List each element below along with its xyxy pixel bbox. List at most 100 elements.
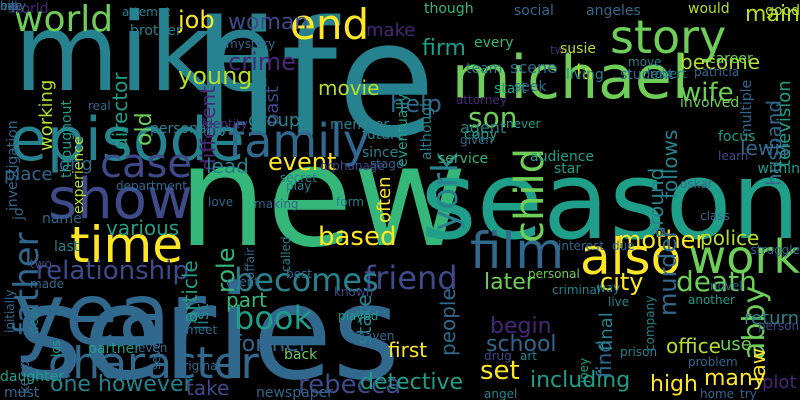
- cloud-word: audience: [530, 149, 595, 165]
- cloud-word: department: [116, 179, 187, 193]
- cloud-word: secret: [280, 171, 317, 185]
- cloud-word: city: [600, 268, 644, 296]
- cloud-word: long: [54, 154, 93, 175]
- cloud-word: family: [228, 114, 370, 168]
- cloud-word: jo: [11, 207, 27, 220]
- cloud-word: living: [566, 67, 604, 83]
- cloud-word: love: [208, 195, 234, 209]
- cloud-word: art: [520, 349, 537, 363]
- cloud-word: meet: [186, 323, 218, 337]
- cloud-word: one: [50, 372, 91, 397]
- cloud-word: personality: [150, 121, 229, 137]
- cloud-word: heaven: [350, 329, 395, 343]
- cloud-word: make: [366, 20, 416, 41]
- cloud-word: joey: [577, 357, 591, 383]
- cloud-word: son: [468, 101, 518, 134]
- cloud-word: various: [106, 216, 180, 240]
- cloud-word: often: [374, 176, 395, 223]
- cloud-word: woman: [228, 10, 309, 35]
- cloud-word: person: [758, 319, 800, 333]
- cloud-word: eventually: [395, 93, 411, 167]
- cloud-word: later: [484, 270, 535, 295]
- cloud-word: place: [4, 164, 53, 185]
- cloud-word: struggle: [750, 243, 800, 257]
- cloud-word: set: [480, 356, 520, 386]
- cloud-word: robert: [650, 67, 687, 81]
- cloud-word: including: [530, 368, 631, 393]
- cloud-word: drug: [484, 349, 512, 363]
- cloud-word: although: [419, 97, 435, 160]
- cloud-word: young: [178, 62, 253, 90]
- cloud-word: film: [470, 222, 565, 280]
- cloud-word: los: [49, 340, 63, 357]
- cloud-word: made: [30, 277, 65, 291]
- cloud-word: world: [10, 1, 49, 17]
- cloud-word: first: [388, 338, 428, 362]
- cloud-word: scene: [510, 58, 557, 77]
- cloud-word: la: [576, 60, 594, 84]
- cloud-word: move: [628, 55, 662, 69]
- cloud-word: police: [700, 226, 760, 250]
- cloud-word: service: [438, 151, 489, 167]
- cloud-word: season: [420, 139, 800, 264]
- cloud-word: former: [234, 332, 308, 357]
- cloud-word: played: [338, 309, 379, 323]
- cloud-word: seek: [514, 79, 547, 95]
- cloud-word: working: [36, 79, 57, 151]
- cloud-word: begin: [490, 314, 552, 339]
- cloud-word: would: [688, 1, 730, 17]
- cloud-word: world: [14, 0, 114, 40]
- cloud-word: home: [700, 387, 735, 400]
- cloud-word: case: [100, 141, 192, 187]
- cloud-word: name: [42, 211, 82, 227]
- cloud-word: partner: [88, 341, 140, 357]
- cloud-word: job: [178, 6, 215, 34]
- cloud-word: help: [390, 90, 442, 118]
- cloud-word: another: [688, 293, 735, 307]
- cloud-word: bill: [0, 0, 18, 13]
- cloud-word: many: [704, 366, 766, 391]
- cloud-word: book: [234, 299, 312, 337]
- cloud-word: episode: [10, 105, 245, 175]
- cloud-word: way: [596, 281, 621, 295]
- cloud-word: ex: [0, 0, 15, 13]
- cloud-word: lead: [206, 154, 249, 178]
- cloud-word: orphanage: [320, 159, 385, 173]
- cloud-word: best: [286, 267, 312, 281]
- cloud-word: use: [720, 334, 752, 355]
- cloud-word: problem: [688, 355, 738, 369]
- cloud-word: event: [268, 148, 337, 176]
- cloud-word: oskar: [680, 177, 713, 191]
- cloud-word: also: [580, 228, 682, 286]
- cloud-word: copy: [464, 127, 498, 143]
- cloud-word: attempt: [122, 5, 171, 19]
- cloud-word: criminal: [552, 283, 601, 297]
- cloud-word: rebecca: [298, 370, 402, 400]
- cloud-word: lewis: [740, 136, 791, 160]
- cloud-word: deal: [27, 308, 41, 334]
- cloud-word: mystery: [226, 37, 276, 51]
- cloud-word: detective: [360, 370, 464, 395]
- cloud-word: team: [466, 61, 503, 77]
- cloud-word: since: [362, 145, 399, 161]
- cloud-word: become: [680, 50, 761, 74]
- cloud-word: michael: [452, 43, 689, 113]
- cloud-word: star: [554, 161, 582, 177]
- cloud-word: personal: [528, 267, 580, 281]
- cloud-word: live: [608, 295, 630, 309]
- cloud-word: part: [226, 288, 268, 312]
- cloud-word: client: [226, 275, 259, 289]
- cloud-word: good: [765, 3, 800, 19]
- cloud-word: however: [98, 372, 193, 397]
- cloud-word: work: [688, 230, 800, 284]
- cloud-word: known: [334, 285, 374, 299]
- cloud-word: involved: [680, 95, 740, 111]
- cloud-word: life: [192, 0, 436, 173]
- cloud-word: social: [514, 3, 554, 19]
- cloud-word: school: [486, 332, 557, 357]
- cloud-word: class: [700, 209, 730, 223]
- cloud-word: original: [176, 359, 221, 373]
- cloud-word: novel: [710, 279, 743, 293]
- cloud-word: crime: [228, 48, 296, 76]
